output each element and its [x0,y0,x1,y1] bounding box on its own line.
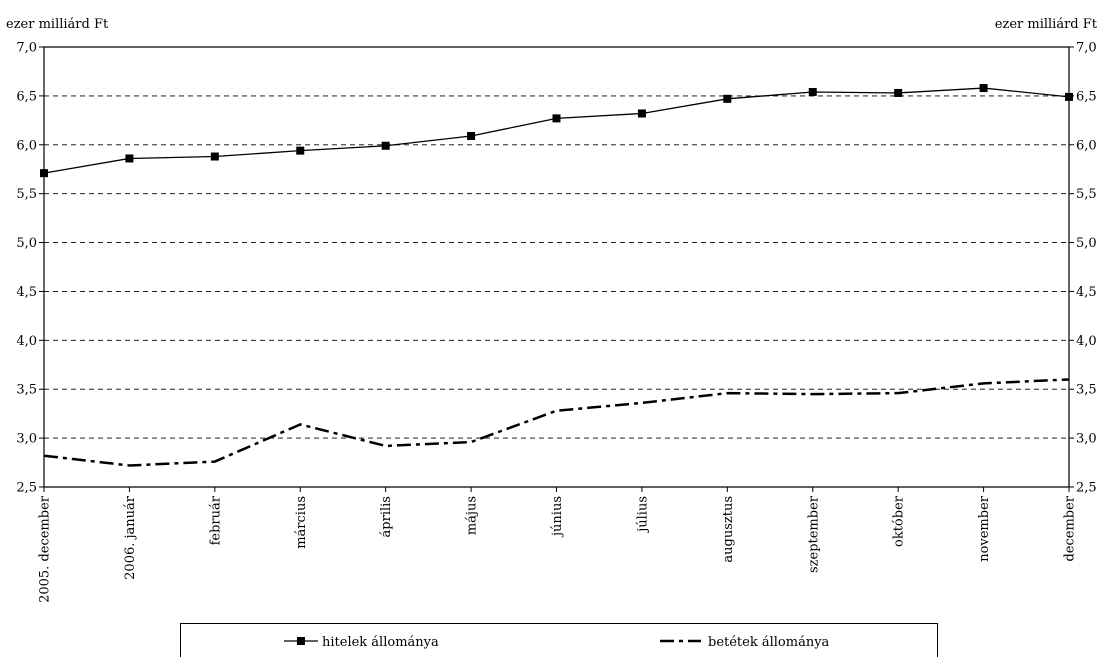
x-tick-label: március [294,496,309,549]
y-tick-label-right: 5,0 [1076,236,1097,251]
legend-marker-hitelek [297,637,305,645]
y-tick-label-left: 4,5 [16,285,37,300]
y-tick-label-left: 2,5 [16,481,37,496]
data-point-hitelek [381,141,390,150]
series-line-betetek [43,378,1070,467]
x-tick-label: június [550,496,565,538]
y-tick-label-right: 4,0 [1076,334,1097,349]
y-axis-unit-right: ezer milliárd Ft [995,17,1098,32]
data-point-hitelek [1065,92,1073,101]
x-tick-label: február [208,495,223,545]
y-axis-left: 2,5 3,0 3,5 4,0 4,5 5,0 5,5 6,0 6,5 7,0 [16,41,44,496]
y-tick-label-right: 7,0 [1076,41,1097,56]
y-tick-label-right: 3,5 [1076,383,1097,398]
y-tick-label-left: 3,5 [16,383,37,398]
axes [43,46,1070,488]
x-tick-label: október [892,495,907,547]
x-tick-label: augusztus [721,496,736,563]
data-point-hitelek [808,87,817,96]
data-point-hitelek [125,154,134,163]
x-tick-label: április [379,496,394,537]
y-tick-label-right: 2,5 [1076,481,1097,496]
data-point-hitelek [723,94,732,103]
y-tick-label-left: 6,5 [16,89,37,104]
x-tick-label: december [1063,495,1078,561]
y-tick-label-right: 3,0 [1076,432,1097,447]
data-point-hitelek [552,114,561,123]
legend-label-hitelek: hitelek állománya [322,635,439,650]
y-axis-right: 2,5 3,0 3,5 4,0 4,5 5,0 5,5 6,0 6,5 7,0 [1069,41,1097,496]
gridlines [44,95,1069,439]
x-tick-label: 2006. január [123,495,138,580]
x-tick-label: július [635,496,650,534]
y-tick-label-left: 7,0 [16,41,37,56]
data-point-hitelek [637,109,646,118]
series-line-hitelek [43,87,1070,174]
data-point-hitelek [40,169,48,178]
y-tick-label-left: 3,0 [16,432,37,447]
data-point-hitelek [296,146,305,155]
x-tick-label: szeptember [806,495,821,573]
y-axis-unit-left: ezer milliárd Ft [6,17,109,32]
legend-label-betetek: betétek állománya [708,635,830,650]
legend-box [180,623,938,657]
y-tick-label-left: 5,5 [16,187,37,202]
y-tick-label-right: 5,5 [1076,187,1097,202]
y-tick-label-right: 6,0 [1076,138,1097,153]
x-tick-label: november [977,495,992,562]
data-point-hitelek [467,131,476,140]
data-point-hitelek [894,88,903,97]
y-tick-label-left: 6,0 [16,138,37,153]
series-layer [40,84,1073,467]
y-tick-label-left: 4,0 [16,334,37,349]
y-tick-label-right: 4,5 [1076,285,1097,300]
y-tick-label-right: 6,5 [1076,89,1097,104]
data-point-hitelek [210,152,219,161]
x-axis: 2005. december 2006. január február március… [38,487,1078,603]
data-point-hitelek [979,84,988,93]
x-tick-label: május [465,496,480,535]
x-tick-label: 2005. december [38,495,53,603]
legend: hitelek állománya betétek állománya [180,623,938,657]
y-tick-label-left: 5,0 [16,236,37,251]
